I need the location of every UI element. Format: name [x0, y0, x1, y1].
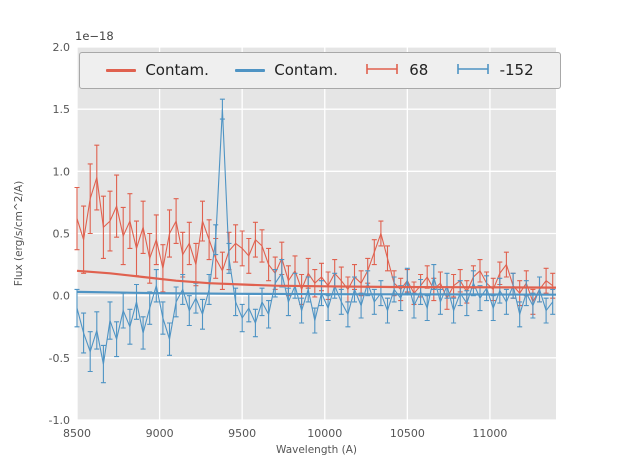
- x-tick-label: 9500: [228, 427, 256, 440]
- legend-label: 68: [409, 61, 429, 79]
- legend: Contam. Contam. 68 -152: [79, 52, 561, 89]
- blue-line-swatch: [235, 69, 266, 72]
- series-line-1: [76, 290, 557, 296]
- x-tick-label: 8500: [63, 427, 91, 440]
- y-tick-label: 1.5: [53, 103, 71, 116]
- x-tick-label: 11000: [472, 427, 507, 440]
- y-tick-label: -1.0: [49, 414, 70, 427]
- legend-entry-68: 68: [364, 61, 428, 81]
- legend-label: Contam.: [145, 61, 209, 79]
- y-tick-label: 0.5: [53, 228, 71, 241]
- legend-entry-contam-blue: Contam.: [235, 63, 338, 78]
- x-tick-label: 10500: [390, 427, 425, 440]
- series-line-3: [76, 109, 554, 365]
- y-tick-label: 2.0: [53, 41, 71, 54]
- y-tick-label: -0.5: [49, 352, 70, 365]
- y-offset-label: 1e−18: [75, 29, 114, 43]
- legend-label: -152: [499, 61, 534, 79]
- x-axis-label: Wavelength (A): [276, 444, 357, 456]
- legend-entry-contam-red: Contam.: [106, 63, 209, 78]
- y-axis-label: Flux (erg/s/cm^2/A): [13, 181, 25, 286]
- legend-label: Contam.: [274, 61, 338, 79]
- legend-entry-neg152: -152: [455, 61, 534, 81]
- red-errorbar-swatch: [364, 61, 400, 81]
- y-tick-label: 0.0: [53, 290, 71, 303]
- y-tick-label: 1.0: [53, 165, 71, 178]
- x-tick-label: 10000: [307, 427, 342, 440]
- red-line-swatch: [106, 69, 137, 72]
- x-tick-label: 9000: [146, 427, 174, 440]
- blue-errorbar-swatch: [455, 61, 491, 81]
- series-line-0: [76, 269, 557, 289]
